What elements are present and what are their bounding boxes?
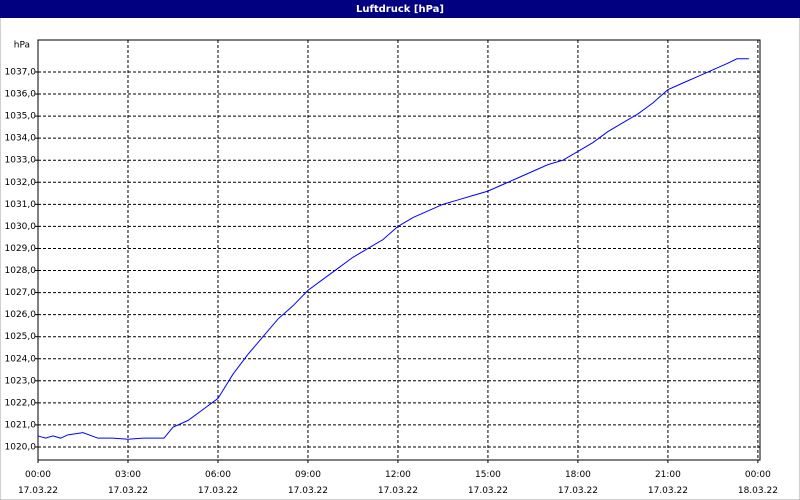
y-axis-label: hPa: [14, 41, 30, 51]
y-tick-label: 1024,0: [5, 354, 37, 364]
plot-frame: [37, 39, 761, 461]
y-tick-label: 1027,0: [5, 288, 37, 298]
x-tick-label: 00:00 17.03.22: [18, 470, 58, 496]
y-tick-label: 1023,0: [5, 376, 37, 386]
y-tick-label: 1032,0: [5, 178, 37, 188]
title-bar: [0, 0, 800, 18]
y-tick-label: 1037,0: [5, 67, 37, 77]
y-tick-label: 1028,0: [5, 266, 37, 276]
y-tick-label: 1029,0: [5, 244, 37, 254]
y-tick-label: 1036,0: [5, 90, 37, 100]
y-tick-label: 1030,0: [5, 222, 37, 232]
y-tick-label: 1026,0: [5, 310, 37, 320]
y-tick-label: 1035,0: [5, 112, 37, 122]
x-tick-label: 15:00 17.03.22: [468, 470, 508, 496]
x-tick-label: 18:00 17.03.22: [558, 470, 598, 496]
chart-title: Luftdruck [hPa]: [356, 4, 444, 15]
y-tick-label: 1025,0: [5, 332, 37, 342]
y-tick-label: 1021,0: [5, 420, 37, 430]
y-tick-label: 1033,0: [5, 156, 37, 166]
y-tick-label: 1022,0: [5, 398, 37, 408]
y-tick-label: 1031,0: [5, 200, 37, 210]
x-tick-label: 00:00 18.03.22: [738, 470, 778, 496]
y-tick-label: 1020,0: [5, 442, 37, 452]
x-tick-label: 21:00 17.03.22: [648, 470, 688, 496]
data-line: [37, 58, 749, 440]
x-tick-label: 03:00 17.03.22: [108, 470, 148, 496]
y-tick-label: 1034,0: [5, 134, 37, 144]
x-tick-label: 09:00 17.03.22: [288, 470, 328, 496]
x-tick-label: 12:00 17.03.22: [378, 470, 418, 496]
x-tick-label: 06:00 17.03.22: [198, 470, 238, 496]
